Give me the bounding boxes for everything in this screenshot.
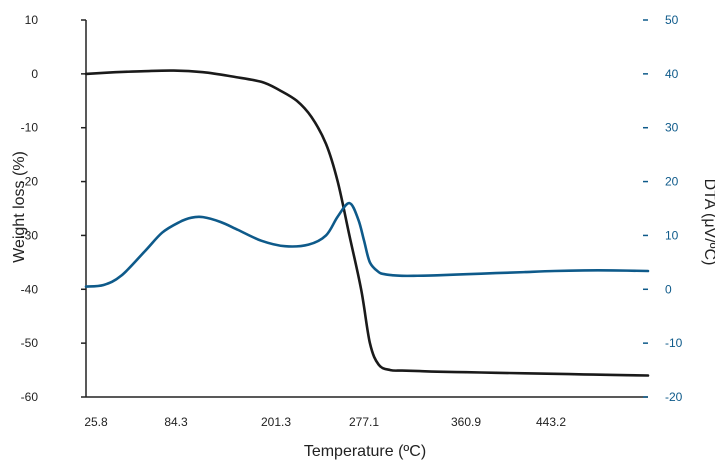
right-y-tick-label: -10 <box>665 336 683 350</box>
left-y-tick-label: -40 <box>21 282 39 296</box>
left-y-tick-label: -30 <box>21 228 39 242</box>
x-tick-label: 443.2 <box>536 415 566 429</box>
right-y-axis-title: DTA (μV/ºC) <box>701 179 715 266</box>
right-y-tick-label: 20 <box>665 175 679 189</box>
right-y-tick-label: 10 <box>665 228 679 242</box>
x-tick-label: 25.8 <box>84 415 108 429</box>
x-tick-label: 360.9 <box>451 415 481 429</box>
left-y-axis-title: Weight loss (%) <box>11 151 28 263</box>
right-y-tick-label: 50 <box>665 13 679 27</box>
left-y-tick-label: 10 <box>25 13 39 27</box>
left-y-tick-label: -50 <box>21 336 39 350</box>
weight-loss-series-line <box>84 69 650 377</box>
right-y-tick-label: 40 <box>665 67 679 81</box>
left-y-tick-label: -20 <box>21 175 39 189</box>
x-axis-title: Temperature (ºC) <box>304 443 426 460</box>
x-tick-label: 201.3 <box>261 415 291 429</box>
left-y-tick-label: -10 <box>21 121 39 135</box>
left-y-tick-label: 0 <box>31 67 38 81</box>
x-tick-label: 277.1 <box>349 415 379 429</box>
series-layer <box>84 69 650 377</box>
axes-layer: 10 0 -10 -20 -30 -40 -50 -60 50 40 30 20 10 0 -10 -20 25… <box>21 13 683 429</box>
right-y-tick-label: 30 <box>665 121 679 135</box>
left-y-tick-label: -60 <box>21 390 39 404</box>
right-y-tick-label: 0 <box>665 282 672 296</box>
x-tick-label: 84.3 <box>164 415 188 429</box>
dta-series-line <box>84 201 650 288</box>
right-y-tick-label: -20 <box>665 390 683 404</box>
